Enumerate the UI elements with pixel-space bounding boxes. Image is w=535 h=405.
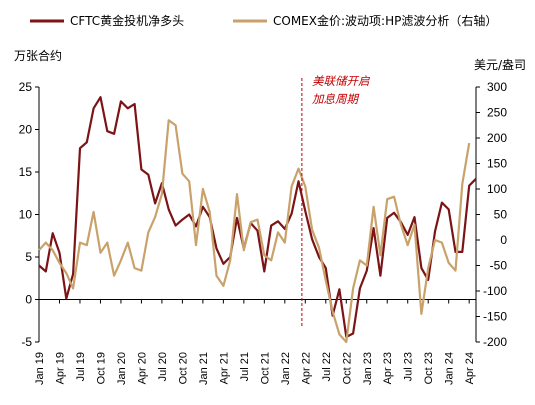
annotation-line-2: 加息周期 (312, 92, 359, 106)
plot-area: -50510152025-200-150-100-500501001502002… (19, 80, 508, 385)
left-tick-label: 0 (25, 293, 32, 307)
right-tick-label: -50 (490, 259, 508, 273)
left-tick-label: 10 (19, 208, 33, 222)
right-tick-label: 150 (487, 157, 507, 171)
x-tick-label: Jul 22 (321, 352, 333, 381)
annotation: 美联储开启 加息周期 (301, 74, 371, 328)
x-tick-label: Apr 22 (300, 352, 312, 384)
legend-item-comex-label: COMEX金价:波动项:HP滤波分析（右轴） (273, 13, 497, 28)
x-tick-label: Apr 23 (382, 352, 394, 384)
x-tick-label: Jul 19 (75, 352, 87, 381)
legend-item-cftc-label: CFTC黄金投机净多头 (70, 13, 184, 28)
x-tick-label: Apr 21 (218, 352, 230, 384)
left-tick-label: -5 (21, 335, 32, 349)
left-tick-label: 25 (19, 80, 33, 94)
right-tick-label: 50 (494, 208, 508, 222)
right-tick-label: 300 (487, 80, 507, 94)
left-tick-label: 15 (19, 165, 33, 179)
right-tick-label: 250 (487, 106, 507, 120)
x-tick-label: Oct 21 (259, 352, 271, 384)
left-tick-label: 20 (19, 123, 33, 137)
series-line-comex (38, 119, 471, 344)
right-tick-label: 0 (500, 233, 507, 247)
legend: CFTC黄金投机净多头 COMEX金价:波动项:HP滤波分析（右轴） (30, 13, 497, 28)
annotation-line-1: 美联储开启 (312, 74, 371, 88)
x-tick-label: Oct 19 (95, 352, 107, 384)
x-tick-label: Apr 20 (136, 352, 148, 384)
x-tick-label: Jan 21 (198, 352, 210, 385)
x-tick-label: Oct 22 (341, 352, 353, 384)
x-tick-label: Jan 20 (116, 352, 128, 385)
right-axis-unit: 美元/盎司 (474, 58, 526, 72)
x-tick-label: Jan 19 (34, 352, 46, 385)
right-tick-label: -100 (483, 284, 507, 298)
x-tick-label: Apr 24 (464, 352, 476, 384)
left-tick-label: 5 (25, 250, 32, 264)
left-axis-unit: 万张合约 (14, 48, 62, 63)
x-tick-label: Jul 23 (403, 352, 415, 381)
x-tick-label: Jan 23 (362, 352, 374, 385)
right-tick-label: 100 (487, 182, 507, 196)
right-tick-label: -200 (483, 335, 507, 349)
right-tick-label: 200 (487, 131, 507, 145)
x-tick-label: Jul 21 (239, 352, 251, 381)
x-tick-label: Oct 23 (423, 352, 435, 384)
series-line-cftc (38, 96, 477, 338)
x-tick-label: Apr 19 (54, 352, 66, 384)
right-tick-label: -150 (483, 310, 507, 324)
x-tick-label: Jul 20 (157, 352, 169, 381)
x-tick-label: Jan 22 (280, 352, 292, 385)
x-tick-label: Oct 20 (177, 352, 189, 384)
x-tick-label: Jan 24 (444, 352, 456, 385)
